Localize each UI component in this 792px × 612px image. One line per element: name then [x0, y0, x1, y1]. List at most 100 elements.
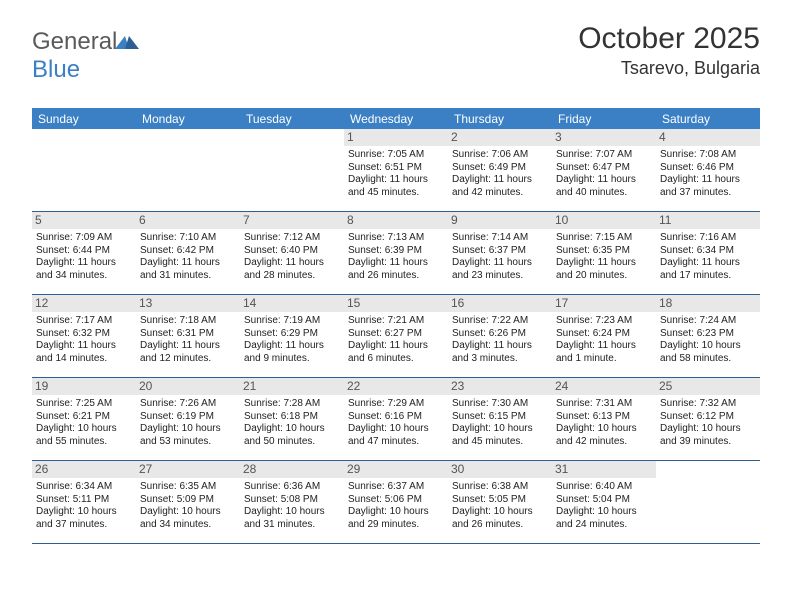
sunset-text: Sunset: 6:16 PM — [348, 411, 444, 424]
sunrise-text: Sunrise: 7:24 AM — [660, 315, 756, 328]
daylight-text: Daylight: 11 hours and 26 minutes. — [348, 257, 444, 282]
sunset-text: Sunset: 6:37 PM — [452, 245, 548, 258]
daylight-text: Daylight: 10 hours and 26 minutes. — [452, 506, 548, 531]
day-cell: 2Sunrise: 7:06 AMSunset: 6:49 PMDaylight… — [448, 129, 552, 211]
daylight-text: Daylight: 10 hours and 31 minutes. — [244, 506, 340, 531]
week-row: 12Sunrise: 7:17 AMSunset: 6:32 PMDayligh… — [32, 295, 760, 378]
day-header-saturday: Saturday — [656, 109, 760, 129]
daylight-text: Daylight: 10 hours and 50 minutes. — [244, 423, 340, 448]
sunrise-text: Sunrise: 6:40 AM — [556, 481, 652, 494]
sunset-text: Sunset: 6:24 PM — [556, 328, 652, 341]
sunrise-text: Sunrise: 7:29 AM — [348, 398, 444, 411]
day-header-tuesday: Tuesday — [240, 109, 344, 129]
day-header-monday: Monday — [136, 109, 240, 129]
daylight-text: Daylight: 10 hours and 34 minutes. — [140, 506, 236, 531]
daylight-text: Daylight: 11 hours and 17 minutes. — [660, 257, 756, 282]
sunrise-text: Sunrise: 7:15 AM — [556, 232, 652, 245]
sunset-text: Sunset: 5:11 PM — [36, 494, 132, 507]
sunset-text: Sunset: 6:21 PM — [36, 411, 132, 424]
sunrise-text: Sunrise: 7:17 AM — [36, 315, 132, 328]
sunrise-text: Sunrise: 7:13 AM — [348, 232, 444, 245]
daylight-text: Daylight: 11 hours and 1 minute. — [556, 340, 652, 365]
sunset-text: Sunset: 5:06 PM — [348, 494, 444, 507]
sunrise-text: Sunrise: 6:37 AM — [348, 481, 444, 494]
day-cell: 14Sunrise: 7:19 AMSunset: 6:29 PMDayligh… — [240, 295, 344, 377]
daylight-text: Daylight: 11 hours and 28 minutes. — [244, 257, 340, 282]
daylight-text: Daylight: 11 hours and 20 minutes. — [556, 257, 652, 282]
sunset-text: Sunset: 6:18 PM — [244, 411, 340, 424]
daylight-text: Daylight: 11 hours and 45 minutes. — [348, 174, 444, 199]
daylight-text: Daylight: 11 hours and 37 minutes. — [660, 174, 756, 199]
daylight-text: Daylight: 11 hours and 12 minutes. — [140, 340, 236, 365]
day-number: 1 — [344, 129, 448, 146]
sunset-text: Sunset: 6:47 PM — [556, 162, 652, 175]
day-number: 13 — [136, 295, 240, 312]
daylight-text: Daylight: 11 hours and 6 minutes. — [348, 340, 444, 365]
sunrise-text: Sunrise: 6:38 AM — [452, 481, 548, 494]
daylight-text: Daylight: 11 hours and 3 minutes. — [452, 340, 548, 365]
sunrise-text: Sunrise: 7:06 AM — [452, 149, 548, 162]
weeks-container: 1Sunrise: 7:05 AMSunset: 6:51 PMDaylight… — [32, 129, 760, 544]
daylight-text: Daylight: 10 hours and 42 minutes. — [556, 423, 652, 448]
day-cell: 24Sunrise: 7:31 AMSunset: 6:13 PMDayligh… — [552, 378, 656, 460]
sunset-text: Sunset: 6:27 PM — [348, 328, 444, 341]
sunrise-text: Sunrise: 7:30 AM — [452, 398, 548, 411]
week-row: 1Sunrise: 7:05 AMSunset: 6:51 PMDaylight… — [32, 129, 760, 212]
day-number: 10 — [552, 212, 656, 229]
day-cell: 17Sunrise: 7:23 AMSunset: 6:24 PMDayligh… — [552, 295, 656, 377]
day-number: 16 — [448, 295, 552, 312]
sunset-text: Sunset: 6:42 PM — [140, 245, 236, 258]
day-cell: 28Sunrise: 6:36 AMSunset: 5:08 PMDayligh… — [240, 461, 344, 543]
daylight-text: Daylight: 10 hours and 24 minutes. — [556, 506, 652, 531]
sunset-text: Sunset: 5:05 PM — [452, 494, 548, 507]
day-number: 11 — [656, 212, 760, 229]
header-right: October 2025 Tsarevo, Bulgaria — [578, 22, 760, 79]
day-header-thursday: Thursday — [448, 109, 552, 129]
day-number: 27 — [136, 461, 240, 478]
sunrise-text: Sunrise: 6:35 AM — [140, 481, 236, 494]
day-header-wednesday: Wednesday — [344, 109, 448, 129]
daylight-text: Daylight: 10 hours and 29 minutes. — [348, 506, 444, 531]
logo-triangle2-icon — [125, 36, 139, 49]
day-number: 29 — [344, 461, 448, 478]
day-number: 3 — [552, 129, 656, 146]
day-cell: 18Sunrise: 7:24 AMSunset: 6:23 PMDayligh… — [656, 295, 760, 377]
sunrise-text: Sunrise: 6:34 AM — [36, 481, 132, 494]
day-number: 22 — [344, 378, 448, 395]
sunrise-text: Sunrise: 7:05 AM — [348, 149, 444, 162]
sunrise-text: Sunrise: 7:16 AM — [660, 232, 756, 245]
daylight-text: Daylight: 11 hours and 40 minutes. — [556, 174, 652, 199]
day-cell — [136, 129, 240, 211]
day-cell: 12Sunrise: 7:17 AMSunset: 6:32 PMDayligh… — [32, 295, 136, 377]
sunset-text: Sunset: 6:12 PM — [660, 411, 756, 424]
daylight-text: Daylight: 10 hours and 37 minutes. — [36, 506, 132, 531]
daylight-text: Daylight: 11 hours and 34 minutes. — [36, 257, 132, 282]
day-number: 6 — [136, 212, 240, 229]
day-number: 30 — [448, 461, 552, 478]
day-header-sunday: Sunday — [32, 109, 136, 129]
day-header-friday: Friday — [552, 109, 656, 129]
sunrise-text: Sunrise: 7:19 AM — [244, 315, 340, 328]
day-cell: 1Sunrise: 7:05 AMSunset: 6:51 PMDaylight… — [344, 129, 448, 211]
day-cell: 31Sunrise: 6:40 AMSunset: 5:04 PMDayligh… — [552, 461, 656, 543]
sunrise-text: Sunrise: 7:26 AM — [140, 398, 236, 411]
daylight-text: Daylight: 10 hours and 58 minutes. — [660, 340, 756, 365]
day-number: 14 — [240, 295, 344, 312]
day-cell — [32, 129, 136, 211]
sunrise-text: Sunrise: 6:36 AM — [244, 481, 340, 494]
logo-text-general: General — [32, 28, 117, 55]
daylight-text: Daylight: 10 hours and 45 minutes. — [452, 423, 548, 448]
sunset-text: Sunset: 6:13 PM — [556, 411, 652, 424]
day-cell: 16Sunrise: 7:22 AMSunset: 6:26 PMDayligh… — [448, 295, 552, 377]
location: Tsarevo, Bulgaria — [578, 58, 760, 79]
sunset-text: Sunset: 6:40 PM — [244, 245, 340, 258]
sunset-text: Sunset: 6:35 PM — [556, 245, 652, 258]
day-number: 25 — [656, 378, 760, 395]
day-number: 21 — [240, 378, 344, 395]
week-row: 26Sunrise: 6:34 AMSunset: 5:11 PMDayligh… — [32, 461, 760, 544]
sunrise-text: Sunrise: 7:23 AM — [556, 315, 652, 328]
sunset-text: Sunset: 5:09 PM — [140, 494, 236, 507]
day-number: 12 — [32, 295, 136, 312]
sunset-text: Sunset: 6:23 PM — [660, 328, 756, 341]
day-number: 5 — [32, 212, 136, 229]
